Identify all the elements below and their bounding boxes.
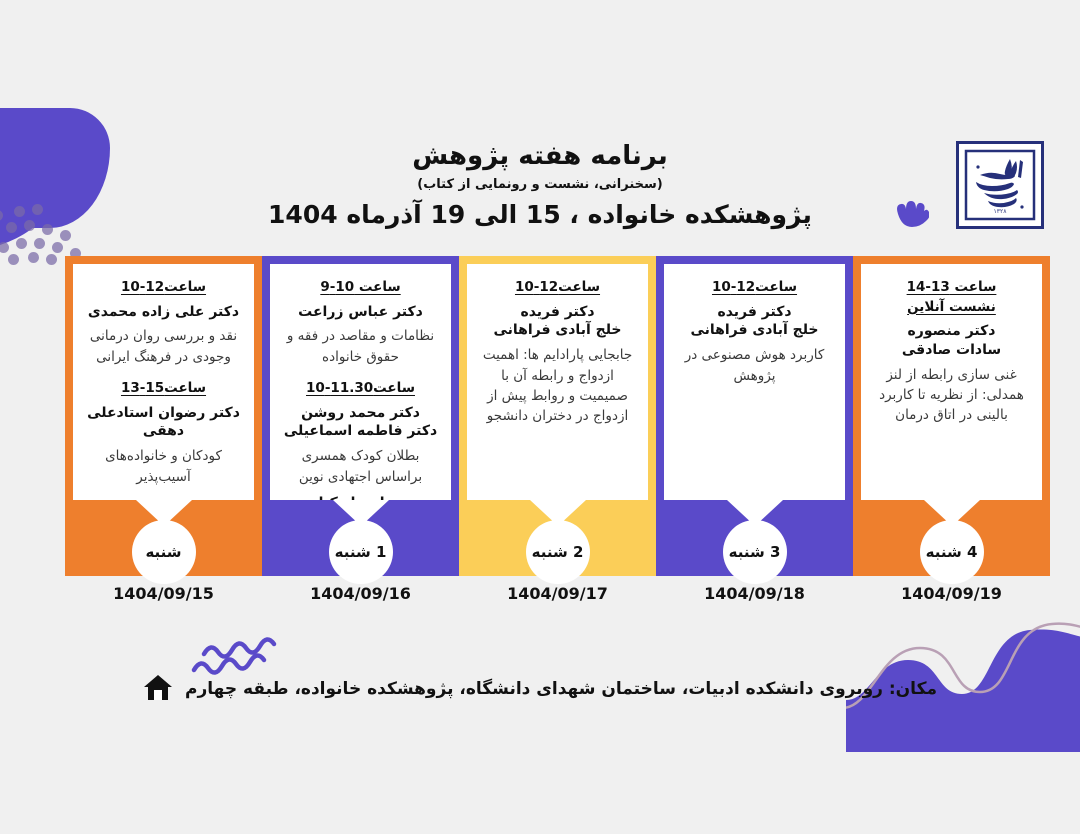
- day-date: 1404/09/18: [704, 584, 805, 603]
- decorative-dot: [60, 230, 71, 241]
- squiggle-icon: [191, 637, 277, 675]
- session-topic: غنی سازی رابطه از لنز همدلی: از نظریه تا…: [879, 366, 1024, 424]
- session-speaker: دکتر محمد روشن دکتر فاطمه اسماعیلی: [283, 404, 438, 440]
- session-time: ساعت15-13: [120, 379, 207, 396]
- decorative-dot: [46, 254, 57, 265]
- session-block: ساعت15-13 دکتر رضوان استادعلی دهقی کودکان …: [83, 379, 244, 487]
- decorative-dot: [28, 252, 39, 263]
- day-column-1404-09-19: ساعت 13-14 نشست آنلاین دکتر منصوره سادات صا…: [853, 256, 1050, 603]
- home-icon: [143, 672, 173, 706]
- decorative-squiggle: [186, 604, 296, 680]
- day-session-card: ساعت 10-9 دکتر عباس زراعت نظامات و مقاصد د…: [270, 264, 451, 500]
- session-speaker: دکتر فریده خلج آبادی فراهانی: [690, 303, 819, 339]
- decorative-dot: [0, 242, 9, 253]
- session-block: ساعت12-10 دکتر علی زاده محمدی نقد و بررسی …: [83, 278, 244, 367]
- session-topic: بطلان کودک همسری براساس اجتهادی نوین: [298, 448, 423, 485]
- home-glyph: [144, 675, 173, 700]
- session-speaker: دکتر منصوره سادات صادقی: [901, 323, 1002, 359]
- page-title-institute-dates: پژوهشکده خانواده ، 15 الی 19 آذرماه 1404: [268, 199, 812, 229]
- day-column-1404-09-17: ساعت12-10 دکتر فریده خلج آبادی فراهانی جابج…: [459, 256, 656, 603]
- weekly-timeline: ساعت12-10 دکتر علی زاده محمدی نقد و بررسی …: [65, 256, 1050, 603]
- session-time: ساعت 10-9: [320, 279, 401, 295]
- session-tag: رونمایی از کتاب: [280, 495, 441, 500]
- day-column-1404-09-16: ساعت 10-9 دکتر عباس زراعت نظامات و مقاصد د…: [262, 256, 459, 603]
- session-time: ساعت11.30-10: [306, 379, 415, 396]
- day-circle: شنبه: [131, 520, 196, 584]
- session-block: ساعت 13-14 نشست آنلاین دکتر منصوره سادات صا…: [871, 278, 1032, 426]
- session-topic: کاربرد هوش مصنوعی در پژوهش: [684, 347, 825, 384]
- decorative-dot: [16, 238, 27, 249]
- session-speaker: دکتر عباس زراعت: [298, 303, 423, 320]
- day-circle: 4 شنبه: [919, 520, 984, 584]
- logo-inner: ۱۳۲۸: [959, 144, 1041, 226]
- session-block: ساعت12-10 دکتر فریده خلج آبادی فراهانی کارب…: [674, 278, 835, 386]
- day-date: 1404/09/17: [507, 584, 608, 603]
- day-session-card: ساعت12-10 دکتر فریده خلج آبادی فراهانی کارب…: [664, 264, 845, 500]
- day-session-card: ساعت12-10 دکتر فریده خلج آبادی فراهانی جابج…: [467, 264, 648, 500]
- shahid-beheshti-logo-icon: ۱۳۲۸: [964, 149, 1036, 221]
- decorative-dot: [8, 254, 19, 265]
- session-speaker: دکتر علی زاده محمدی: [87, 303, 240, 320]
- day-column-1404-09-18: ساعت12-10 دکتر فریده خلج آبادی فراهانی کارب…: [656, 256, 853, 603]
- session-topic: جابجایی پارادایم ها: اهمیت ازدواج و رابط…: [482, 347, 633, 425]
- session-speaker: دکتر فریده خلج آبادی فراهانی: [493, 303, 622, 339]
- decorative-dot: [52, 242, 63, 253]
- page-subtitle: (سخنرانی، نشست و رونمایی از کتاب): [417, 176, 663, 192]
- venue-footer: مکان: روبروی دانشکده ادبیات، ساختمان شهد…: [0, 672, 1080, 706]
- day-session-card: ساعت 13-14 نشست آنلاین دکتر منصوره سادات صا…: [861, 264, 1042, 500]
- day-session-card: ساعت12-10 دکتر علی زاده محمدی نقد و بررسی …: [73, 264, 254, 500]
- session-topic: نظامات و مقاصد در فقه و حقوق خانواده: [286, 328, 435, 365]
- session-block: ساعت12-10 دکتر فریده خلج آبادی فراهانی جابج…: [477, 278, 638, 426]
- university-logo: ۱۳۲۸: [956, 141, 1044, 229]
- page-title: برنامه هفته پژوهش: [412, 141, 668, 171]
- svg-text:۱۳۲۸: ۱۳۲۸: [994, 208, 1008, 215]
- day-circle: 3 شنبه: [722, 520, 787, 584]
- venue-text: مکان: روبروی دانشکده ادبیات، ساختمان شهد…: [185, 679, 937, 699]
- session-block: ساعت11.30-10 دکتر محمد روشن دکتر فاطمه اسم…: [280, 379, 441, 500]
- session-time: ساعت12-10: [514, 279, 601, 295]
- day-circle: 2 شنبه: [525, 520, 590, 584]
- session-speaker: دکتر رضوان استادعلی دهقی: [87, 404, 240, 440]
- day-circle: 1 شنبه: [328, 520, 393, 584]
- day-date: 1404/09/16: [310, 584, 411, 603]
- poster-header: برنامه هفته پژوهش (سخنرانی، نشست و رونما…: [0, 140, 1080, 229]
- session-topic: کودکان و خانواده‌های آسیب‌پذیر: [105, 448, 222, 485]
- day-column-1404-09-15: ساعت12-10 دکتر علی زاده محمدی نقد و بررسی …: [65, 256, 262, 603]
- day-date: 1404/09/19: [901, 584, 1002, 603]
- session-time: ساعت 13-14 نشست آنلاین: [906, 279, 997, 315]
- session-time: ساعت12-10: [120, 279, 207, 295]
- session-topic: نقد و بررسی روان درمانی وجودی در فرهنگ ا…: [89, 328, 238, 365]
- day-date: 1404/09/15: [113, 584, 214, 603]
- decorative-dot: [34, 238, 45, 249]
- session-block: ساعت 10-9 دکتر عباس زراعت نظامات و مقاصد د…: [280, 278, 441, 367]
- session-time: ساعت12-10: [711, 279, 798, 295]
